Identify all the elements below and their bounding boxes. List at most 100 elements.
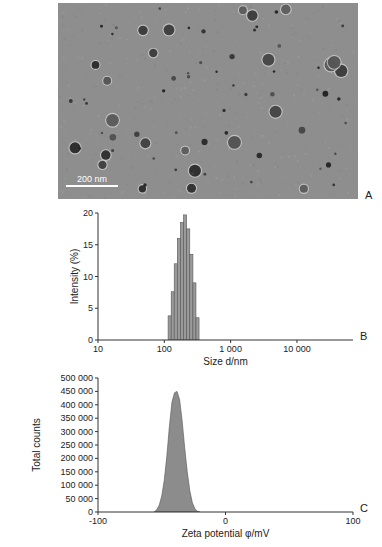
tem-noise: [178, 85, 180, 87]
particle-rim: [137, 25, 149, 37]
x-tick-label: 10 000: [283, 344, 311, 354]
particle: [328, 56, 341, 69]
particle-rim: [238, 5, 248, 15]
tem-noise: [258, 170, 260, 172]
tem-noise: [316, 49, 318, 51]
x-axis-label: Zeta potential φ/mV: [182, 528, 270, 539]
tem-noise: [230, 87, 232, 89]
tem-noise: [121, 193, 123, 195]
particle: [247, 10, 257, 20]
tem-noise: [303, 93, 305, 95]
tem-noise: [283, 58, 285, 60]
tem-noise: [136, 90, 138, 92]
tem-noise: [190, 119, 192, 121]
y-tick-label: 0: [88, 507, 93, 517]
tem-noise: [194, 127, 196, 129]
x-tick: [353, 512, 354, 515]
tem-noise: [203, 127, 205, 129]
tem-noise: [288, 125, 290, 127]
tem-noise: [268, 7, 270, 9]
tem-noise: [274, 163, 276, 165]
tem-noise: [89, 195, 91, 197]
tem-image: [58, 3, 358, 199]
tem-noise: [176, 144, 178, 146]
tem-noise: [137, 101, 139, 103]
tem-noise: [268, 25, 270, 27]
tem-noise: [347, 147, 349, 149]
tem-noise: [213, 50, 215, 52]
tem-noise: [286, 72, 288, 74]
particle: [174, 168, 177, 171]
tem-noise: [198, 29, 200, 31]
tem-noise: [68, 108, 70, 110]
tem-noise: [252, 134, 254, 136]
tem-noise: [263, 110, 265, 112]
tem-noise: [211, 142, 213, 144]
tem-noise: [85, 73, 87, 75]
tem-noise: [242, 183, 244, 185]
y-tick-label: 400 000: [60, 400, 93, 410]
y-tick-label: 50 000: [65, 494, 93, 504]
tem-noise: [229, 132, 231, 134]
tem-noise: [261, 90, 263, 92]
y-axis-label: Intensity (%): [69, 249, 80, 305]
tem-noise: [168, 180, 170, 182]
particle-rim: [186, 183, 197, 194]
tem-noise: [178, 187, 180, 189]
y-tick: [95, 512, 98, 513]
particle: [143, 183, 146, 186]
tem-noise: [317, 75, 319, 77]
tem-noise: [228, 67, 230, 69]
plot-area: [168, 215, 199, 340]
tem-noise: [305, 112, 307, 114]
tem-noise: [141, 54, 143, 56]
tem-noise: [193, 103, 195, 105]
tem-noise: [154, 64, 156, 66]
tem-noise: [199, 184, 201, 186]
tem-noise: [219, 67, 221, 69]
y-tick-label: 300 000: [60, 427, 93, 437]
y-tick-label: 10: [83, 272, 93, 282]
particle: [98, 161, 106, 169]
tem-noise: [256, 57, 258, 59]
particle: [191, 172, 194, 175]
y-tick: [95, 213, 98, 214]
tem-noise: [310, 32, 312, 34]
tem-noise: [97, 115, 99, 117]
tem-noise: [139, 11, 141, 13]
tem-noise: [205, 92, 207, 94]
particle-rim: [148, 48, 159, 59]
tem-noise: [284, 62, 286, 64]
tem-noise: [136, 60, 138, 62]
tem-noise: [357, 100, 358, 102]
tem-noise: [312, 99, 314, 101]
tem-noise: [330, 154, 332, 156]
particle: [228, 136, 241, 149]
tem-noise: [144, 106, 146, 108]
tem-noise: [170, 98, 172, 100]
tem-noise: [346, 103, 348, 105]
tem-noise: [277, 75, 279, 77]
tem-noise: [280, 69, 282, 71]
tem-noise: [272, 8, 274, 10]
y-tick-label: 350 000: [60, 413, 93, 423]
tem-noise: [90, 129, 92, 131]
tem-noise: [61, 112, 63, 114]
tem-noise: [99, 13, 101, 15]
tem-noise: [125, 87, 127, 89]
tem-noise: [134, 156, 136, 158]
tem-noise: [274, 166, 276, 168]
particle: [187, 75, 190, 78]
tem-noise: [123, 160, 125, 162]
tem-noise: [329, 118, 331, 120]
tem-noise: [92, 159, 94, 161]
tem-noise: [246, 116, 248, 118]
tem-noise: [103, 135, 105, 137]
tem-noise: [293, 10, 295, 12]
tem-noise: [130, 167, 132, 169]
tem-noise: [69, 97, 71, 99]
tem-noise: [352, 51, 354, 53]
tem-noise: [236, 188, 238, 190]
y-tick: [95, 471, 98, 472]
tem-noise: [124, 145, 126, 147]
